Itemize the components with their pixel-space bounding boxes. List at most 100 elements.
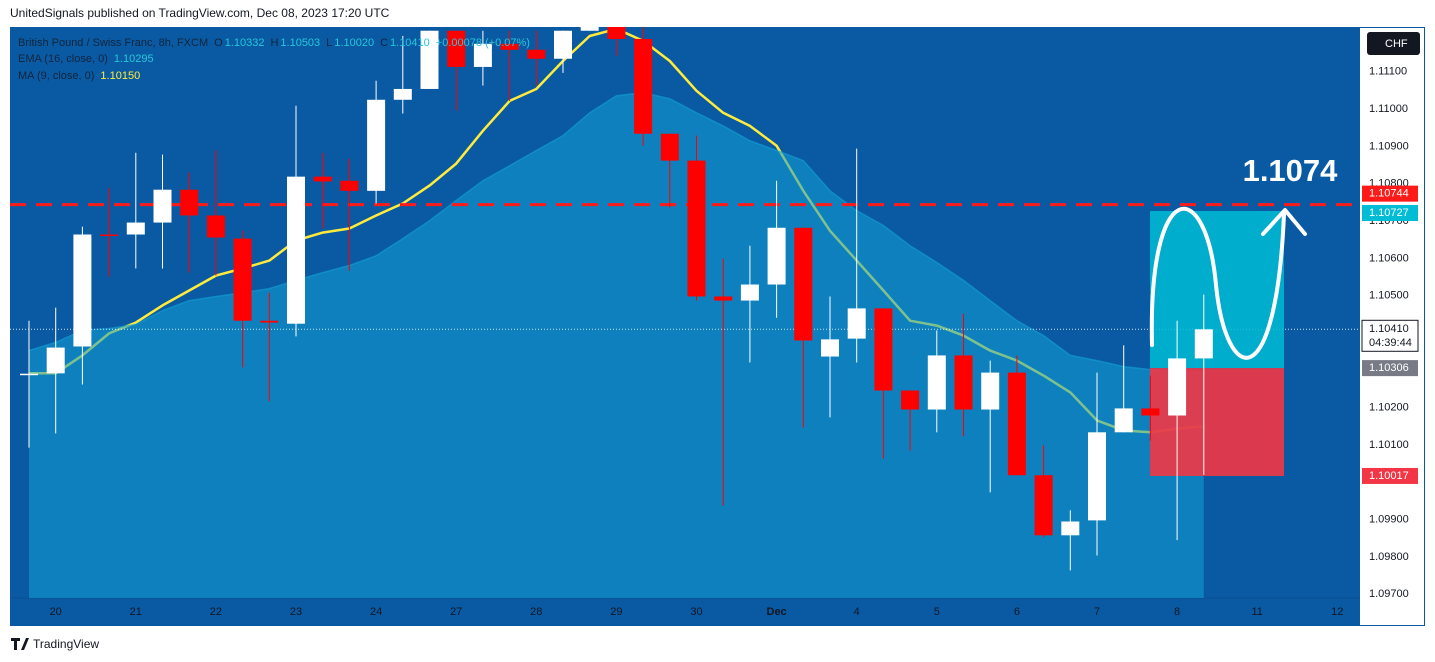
candle-body (740, 284, 759, 301)
indicator-area (29, 92, 1204, 598)
target-tag: 1.10727 (1369, 207, 1409, 219)
candle-body (420, 30, 439, 89)
y-tick-label: 1.09900 (1369, 514, 1409, 526)
candle-body (927, 355, 946, 410)
legend-ohlc-key: C (380, 37, 388, 49)
y-tick-label: 1.10900 (1369, 140, 1409, 152)
candle-body (500, 43, 519, 50)
candle-body (20, 373, 38, 376)
legend-series-name: EMA (16, close, 0) (18, 53, 108, 65)
x-tick-label: 11 (1251, 606, 1262, 618)
candle-body (954, 355, 973, 410)
legend-change: +0.00078 (+0.07%) (436, 37, 530, 49)
entry-tag: 1.10306 (1369, 362, 1409, 374)
candle-body (847, 308, 866, 339)
legend-ohlc-key: H (270, 37, 278, 49)
horizontal-lines (10, 203, 1360, 330)
candle-body (393, 88, 412, 100)
candle-body (981, 372, 1000, 410)
stop-tag: 1.10017 (1369, 470, 1409, 482)
legend-line: British Pound / Swiss Franc, 8h, FXCM O 1.… (18, 37, 530, 49)
x-tick-label: 21 (130, 606, 142, 618)
candle-body (260, 320, 279, 323)
x-tick-label: 4 (854, 606, 860, 618)
candle-body (233, 238, 252, 321)
hline-tag: 1.10744 (1369, 188, 1409, 200)
legend-title: British Pound / Swiss Franc, 8h, FXCM (18, 37, 208, 49)
candle-body (554, 30, 572, 59)
candle-body (821, 339, 839, 357)
last-time-tag: 04:39:44 (1369, 337, 1412, 349)
candle-body (313, 176, 332, 182)
candle-body (767, 227, 786, 285)
x-tick-label: Dec (767, 606, 787, 618)
legend-ohlc-key: O (214, 37, 223, 49)
x-tick-label: 22 (210, 606, 222, 618)
published-line: UnitedSignals published on TradingView.c… (10, 6, 390, 20)
legend-series-value: 1.10150 (100, 70, 140, 82)
forecast-arrowhead (1261, 208, 1307, 236)
legend-ohlc-key: L (326, 37, 332, 49)
indicator-area-edge (28, 91, 1204, 373)
indicator-area (28, 91, 1204, 598)
legend-line: MA (9, close, 0) 1.10150 (18, 70, 140, 82)
position-tool (1150, 210, 1284, 476)
x-tick-label: 6 (1014, 606, 1020, 618)
currency-button-bg[interactable] (1367, 32, 1420, 55)
candle-body (1114, 408, 1133, 433)
currency-button[interactable]: CHF (1367, 32, 1420, 55)
candle-body (1194, 329, 1213, 359)
candle-body (634, 38, 653, 134)
candle-body (153, 189, 172, 223)
price-tags: 1.10744 1.10727 1.10306 1.10017 1.10410 04:39… (1361, 185, 1419, 484)
footer-logo (11, 638, 29, 650)
candle-body (607, 27, 626, 39)
chart-frame (10, 27, 1425, 626)
candle-body (714, 296, 733, 301)
legend-series-name: MA (9, close, 0) (18, 70, 94, 82)
candle-body (1088, 432, 1106, 521)
candle-body (126, 222, 145, 235)
x-tick-label: 30 (690, 606, 702, 618)
axes: 1.111001.110001.109001.108001.107001.106… (50, 66, 1409, 618)
legend-ohlc-value: 1.10020 (334, 37, 374, 49)
candle-body (46, 347, 65, 374)
last-price-tag: 1.10410 (1369, 323, 1409, 335)
x-tick-label: 20 (50, 606, 62, 618)
candle-body (660, 133, 679, 161)
x-tick-label: 23 (290, 606, 302, 618)
candle-body (367, 99, 386, 191)
currency-label[interactable]: CHF (1385, 38, 1408, 50)
x-tick-label: 28 (530, 606, 542, 618)
candle-body (1141, 408, 1160, 416)
x-tick-label: 24 (370, 606, 382, 618)
candle-body (340, 180, 359, 191)
y-tick-label: 1.11000 (1369, 103, 1408, 115)
candle-body (1168, 358, 1187, 416)
candle-body (874, 308, 893, 391)
legend-line: EMA (16, close, 0) 1.10295 (18, 53, 154, 65)
candle-body (1007, 372, 1026, 476)
target-tag-bg (1362, 204, 1418, 221)
candle-body (73, 234, 92, 347)
candle-body (473, 43, 492, 67)
y-tick-label: 1.09800 (1369, 551, 1409, 563)
y-tick-label: 1.11100 (1369, 66, 1407, 78)
y-tick-label: 1.10200 (1369, 402, 1409, 414)
candle-body (794, 227, 813, 341)
candle-body (1061, 521, 1080, 536)
legend-ohlc-value: 1.10503 (280, 37, 320, 49)
footer: TradingView (11, 637, 99, 651)
x-tick-label: 7 (1094, 606, 1100, 618)
y-tick-label: 1.10500 (1369, 290, 1409, 302)
annotation: 1.1074 (1243, 153, 1339, 188)
x-tick-label: 5 (934, 606, 940, 618)
last-price-tag-bg (1361, 319, 1419, 352)
stop-tag-bg (1362, 467, 1418, 484)
hline-tag-bg (1362, 185, 1418, 202)
legend-ohlc-value: 1.10410 (390, 37, 430, 49)
x-tick-label: 8 (1174, 606, 1180, 618)
candle-body (687, 160, 706, 297)
